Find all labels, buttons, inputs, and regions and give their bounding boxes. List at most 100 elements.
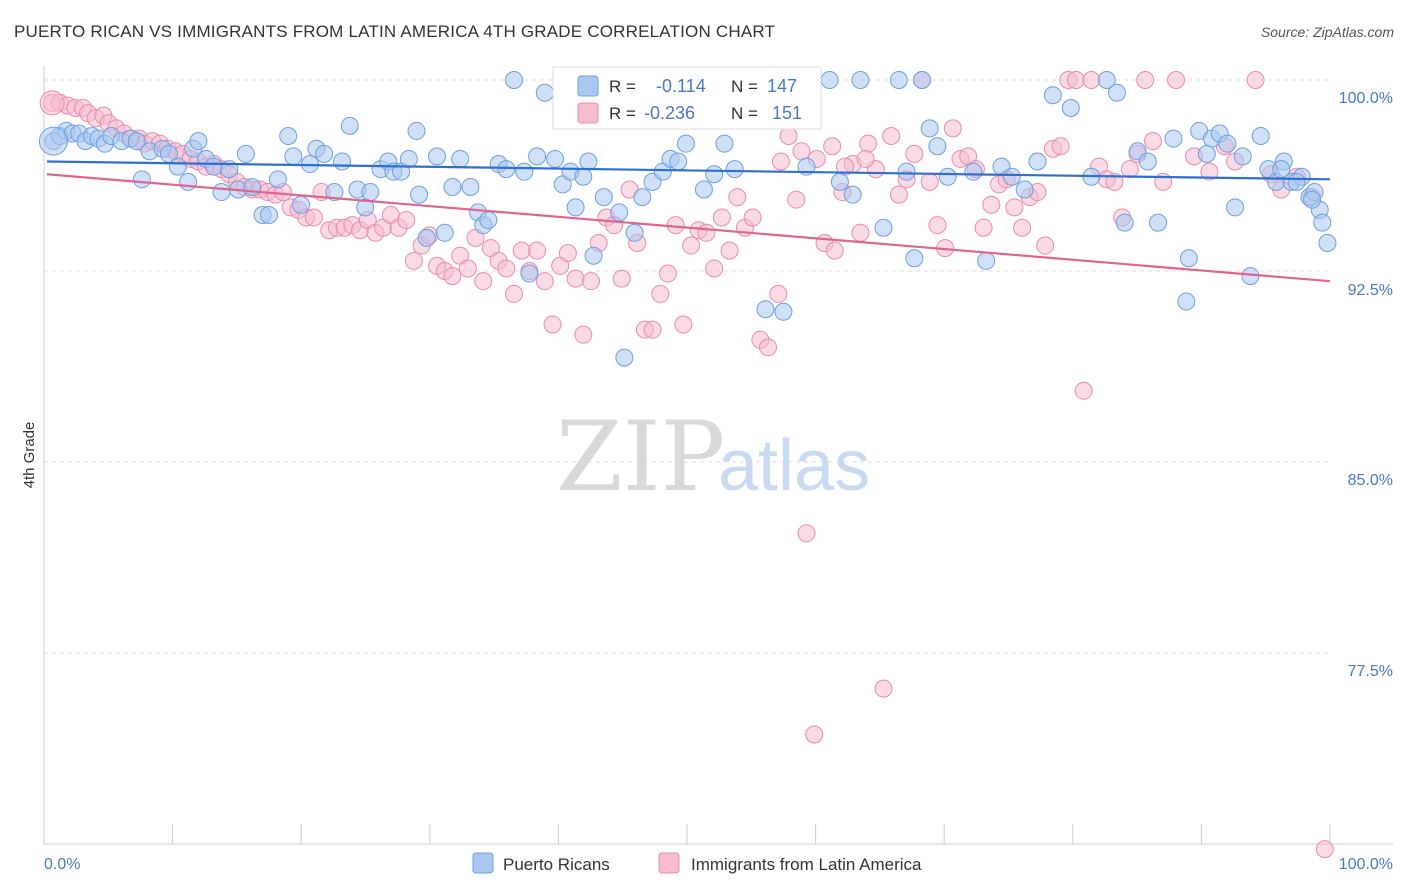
y-axis-title: 4th Grade: [21, 422, 38, 489]
point-immigrants: [905, 144, 924, 163]
point-puerto-ricans: [535, 83, 554, 102]
point-puerto-ricans: [913, 71, 932, 89]
legend-label-puerto-ricans: Puerto Ricans: [503, 855, 610, 874]
legend-r-value-pink: -0.236: [644, 103, 695, 123]
point-puerto-ricans: [528, 147, 547, 166]
point-puerto-ricans: [1097, 71, 1116, 89]
point-puerto-ricans: [633, 188, 652, 207]
point-puerto-ricans: [1313, 213, 1332, 232]
point-puerto-ricans: [340, 116, 359, 135]
point-puerto-ricans: [694, 180, 713, 199]
point-immigrants: [1082, 71, 1101, 89]
point-puerto-ricans: [1177, 292, 1196, 311]
point-puerto-ricans: [279, 127, 298, 146]
point-puerto-ricans: [546, 149, 565, 168]
legend-n-value-pink: 151: [772, 103, 802, 123]
point-immigrants: [982, 195, 1001, 214]
point-puerto-ricans: [1002, 167, 1021, 186]
legend-swatch-blue: [577, 75, 599, 97]
y-tick-label: 92.5%: [1348, 282, 1393, 299]
point-puerto-ricans: [479, 211, 498, 230]
trend-lines: [46, 160, 1331, 283]
point-puerto-ricans: [1138, 152, 1157, 171]
series-immigrants-latin-america: [39, 71, 1334, 859]
point-immigrants: [712, 208, 731, 227]
point-immigrants: [882, 127, 901, 146]
point-immigrants: [823, 137, 842, 156]
point-immigrants: [974, 218, 993, 237]
point-puerto-ricans: [625, 223, 644, 242]
point-puerto-ricans: [964, 162, 983, 181]
point-immigrants: [743, 208, 762, 227]
point-puerto-ricans: [428, 147, 447, 166]
point-immigrants: [581, 272, 600, 291]
point-puerto-ricans: [1303, 190, 1322, 209]
point-immigrants: [1051, 137, 1070, 156]
point-puerto-ricans: [168, 157, 187, 176]
point-immigrants: [825, 241, 844, 260]
series-legend: Puerto Ricans Immigrants from Latin Amer…: [472, 852, 922, 874]
point-immigrants: [720, 241, 739, 260]
point-immigrants: [805, 725, 824, 744]
axes: [43, 66, 1393, 845]
point-immigrants: [1200, 162, 1219, 181]
point-puerto-ricans: [1108, 83, 1127, 102]
point-puerto-ricans: [584, 246, 603, 265]
point-immigrants: [792, 142, 811, 161]
trend-line-puerto-ricans: [46, 160, 1331, 181]
point-puerto-ricans: [1287, 172, 1306, 191]
point-puerto-ricans: [905, 249, 924, 268]
point-puerto-ricans: [127, 132, 146, 151]
point-puerto-ricans: [212, 183, 231, 202]
legend-n-label: N =: [731, 77, 758, 96]
point-immigrants: [859, 134, 878, 153]
point-immigrants: [535, 272, 554, 291]
point-puerto-ricans: [594, 188, 613, 207]
point-puerto-ricans: [1226, 198, 1245, 217]
point-puerto-ricans: [874, 218, 893, 237]
point-immigrants: [797, 524, 816, 543]
point-immigrants: [397, 211, 416, 230]
point-puerto-ricans: [515, 162, 534, 181]
point-immigrants: [1066, 71, 1085, 89]
point-immigrants: [682, 236, 701, 255]
point-immigrants: [39, 90, 65, 116]
point-puerto-ricans: [204, 157, 223, 176]
legend-n-value-blue: 147: [767, 76, 797, 96]
point-immigrants: [543, 315, 562, 334]
point-immigrants: [1036, 236, 1055, 255]
point-puerto-ricans: [820, 71, 839, 89]
point-puerto-ricans: [333, 152, 352, 171]
point-puerto-ricans: [1149, 213, 1168, 232]
legend-swatch-pink: [577, 102, 599, 124]
point-immigrants: [851, 223, 870, 242]
point-puerto-ricans: [1197, 144, 1216, 163]
point-puerto-ricans: [920, 119, 939, 138]
legend-r-label: R =: [609, 77, 636, 96]
legend-r-value-blue: -0.114: [656, 76, 706, 96]
point-puerto-ricans: [830, 172, 849, 191]
point-immigrants: [574, 325, 593, 344]
point-puerto-ricans: [676, 134, 695, 153]
point-immigrants: [674, 315, 693, 334]
point-immigrants: [705, 259, 724, 278]
point-puerto-ricans: [579, 152, 598, 171]
point-immigrants: [1143, 132, 1162, 151]
point-immigrants: [779, 127, 798, 146]
point-immigrants: [643, 320, 662, 339]
point-puerto-ricans: [325, 183, 344, 202]
point-immigrants: [874, 679, 893, 698]
watermark-zip: ZIP: [556, 401, 725, 513]
point-immigrants: [928, 216, 947, 235]
point-puerto-ricans: [705, 165, 724, 184]
point-puerto-ricans: [928, 137, 947, 156]
point-puerto-ricans: [259, 205, 278, 224]
point-puerto-ricans: [897, 162, 916, 181]
legend-label-immigrants: Immigrants from Latin America: [691, 855, 922, 874]
point-puerto-ricans: [1043, 86, 1062, 105]
point-puerto-ricans: [284, 147, 303, 166]
point-immigrants: [566, 269, 585, 288]
point-immigrants: [528, 241, 547, 260]
point-puerto-ricans: [435, 223, 454, 242]
chart-source: Source: ZipAtlas.com: [1260, 24, 1394, 40]
